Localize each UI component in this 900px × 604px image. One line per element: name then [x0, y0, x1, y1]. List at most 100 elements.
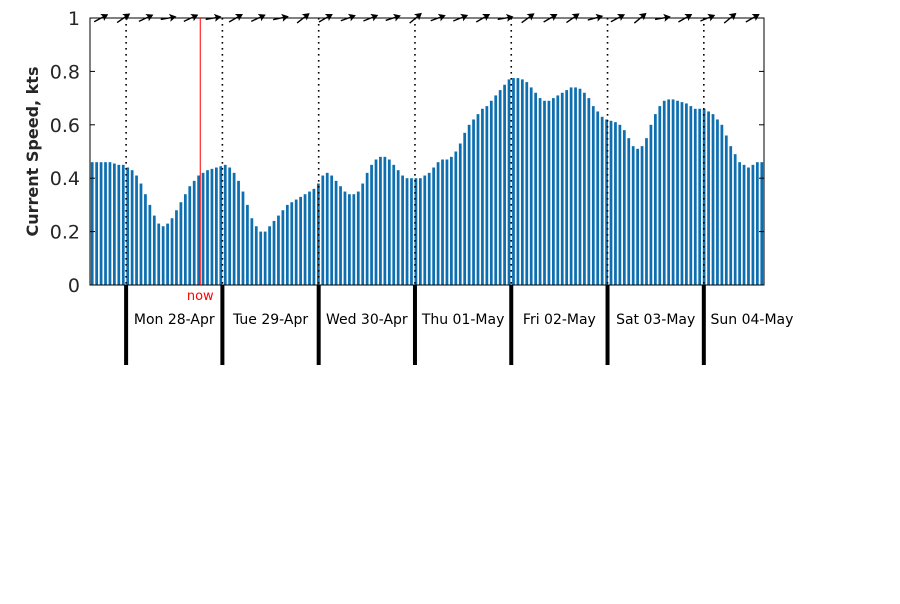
direction-arrow-head — [751, 14, 760, 21]
speed-bar — [290, 202, 294, 285]
speed-bar — [547, 100, 551, 286]
y-tick-label: 0 — [68, 275, 80, 297]
direction-arrow-head — [324, 14, 333, 21]
speed-bar — [308, 191, 311, 285]
day-label: Sun 04-May — [711, 312, 794, 328]
direction-arrow-head — [571, 13, 580, 21]
speed-bar — [339, 186, 342, 285]
speed-bar — [467, 124, 471, 285]
speed-bar — [578, 88, 582, 285]
speed-bar — [192, 180, 196, 285]
speed-bar — [99, 162, 103, 285]
speed-bar — [396, 170, 400, 285]
direction-arrow — [678, 14, 693, 23]
speed-bar — [689, 106, 693, 285]
direction-arrow — [160, 13, 177, 22]
direction-arrow-head — [100, 13, 109, 22]
speed-bar — [321, 175, 325, 285]
speed-bar — [698, 108, 702, 285]
speed-bar — [707, 111, 710, 285]
speed-bar — [596, 111, 600, 285]
direction-arrow-head — [281, 13, 289, 22]
y-axis-label: Current Speed, kts — [23, 67, 42, 237]
direction-arrow — [205, 13, 222, 22]
speed-bar — [556, 95, 560, 286]
speed-bar — [108, 162, 112, 285]
speed-bar — [671, 99, 675, 285]
speed-bar — [498, 90, 502, 285]
direction-arrows — [93, 12, 760, 24]
speed-bar — [144, 194, 147, 285]
direction-arrow-head — [505, 13, 514, 22]
speed-bar — [747, 167, 750, 285]
direction-arrow — [745, 14, 760, 23]
direction-arrow-head — [301, 13, 310, 21]
direction-arrow — [566, 13, 580, 24]
direction-arrow-head — [190, 13, 199, 22]
speed-bar — [494, 95, 498, 286]
speed-bar — [489, 100, 493, 286]
speed-bar — [693, 108, 697, 285]
speed-bar — [113, 163, 116, 285]
direction-arrow — [700, 13, 716, 22]
speed-bar — [600, 116, 604, 285]
speed-bar — [392, 164, 396, 285]
speed-bar — [405, 178, 409, 285]
direction-arrow-head — [684, 14, 693, 21]
speed-bar — [529, 87, 533, 285]
speed-bar — [481, 108, 484, 285]
speed-bar — [534, 92, 538, 285]
speed-bar — [179, 202, 183, 285]
speed-bar — [645, 138, 648, 285]
speed-bar — [361, 183, 365, 285]
speed-bar — [188, 186, 192, 285]
speed-bar — [263, 231, 267, 285]
speed-bar — [458, 143, 462, 285]
direction-arrow — [183, 13, 199, 23]
speed-bar — [299, 196, 302, 285]
speed-bar — [117, 164, 121, 285]
speed-bar — [560, 92, 564, 285]
day-label: Tue 29-Apr — [232, 312, 308, 328]
speed-bar — [653, 114, 657, 286]
direction-arrow-head — [638, 12, 647, 21]
speed-bar — [627, 138, 631, 285]
speed-bar — [334, 180, 338, 285]
day-label: Mon 28-Apr — [134, 312, 215, 328]
speed-bar — [724, 135, 728, 285]
speed-bar — [219, 166, 223, 285]
speed-bar — [325, 172, 329, 285]
direction-arrow — [116, 13, 131, 24]
speed-bar — [760, 162, 764, 285]
speed-bar — [126, 167, 130, 285]
speed-bar — [303, 194, 307, 285]
y-tick-label: 0.2 — [50, 222, 80, 244]
speed-bar — [161, 226, 165, 285]
speed-bar — [285, 204, 289, 285]
direction-arrow — [409, 12, 422, 24]
speed-bar — [618, 124, 622, 285]
speed-bar — [574, 87, 577, 285]
direction-arrow — [654, 13, 671, 22]
speed-bar — [246, 204, 249, 285]
direction-arrow — [93, 13, 109, 23]
direction-arrow — [430, 13, 446, 22]
direction-arrow — [723, 12, 737, 24]
direction-arrow-head — [413, 12, 422, 21]
direction-arrow-head — [257, 13, 266, 22]
direction-arrow-head — [213, 13, 222, 22]
speed-bar — [507, 79, 511, 285]
speed-bar — [210, 168, 214, 285]
direction-arrow-head — [663, 13, 671, 22]
speed-bar — [237, 180, 240, 285]
speed-bar — [512, 78, 515, 285]
direction-arrow-head — [526, 13, 535, 21]
direction-arrow — [453, 13, 469, 22]
speed-bar — [130, 170, 134, 285]
direction-arrow — [587, 13, 604, 22]
speed-bar — [228, 167, 232, 285]
speed-bar — [356, 191, 360, 285]
speed-bar — [281, 210, 285, 285]
speed-bar — [742, 164, 746, 285]
